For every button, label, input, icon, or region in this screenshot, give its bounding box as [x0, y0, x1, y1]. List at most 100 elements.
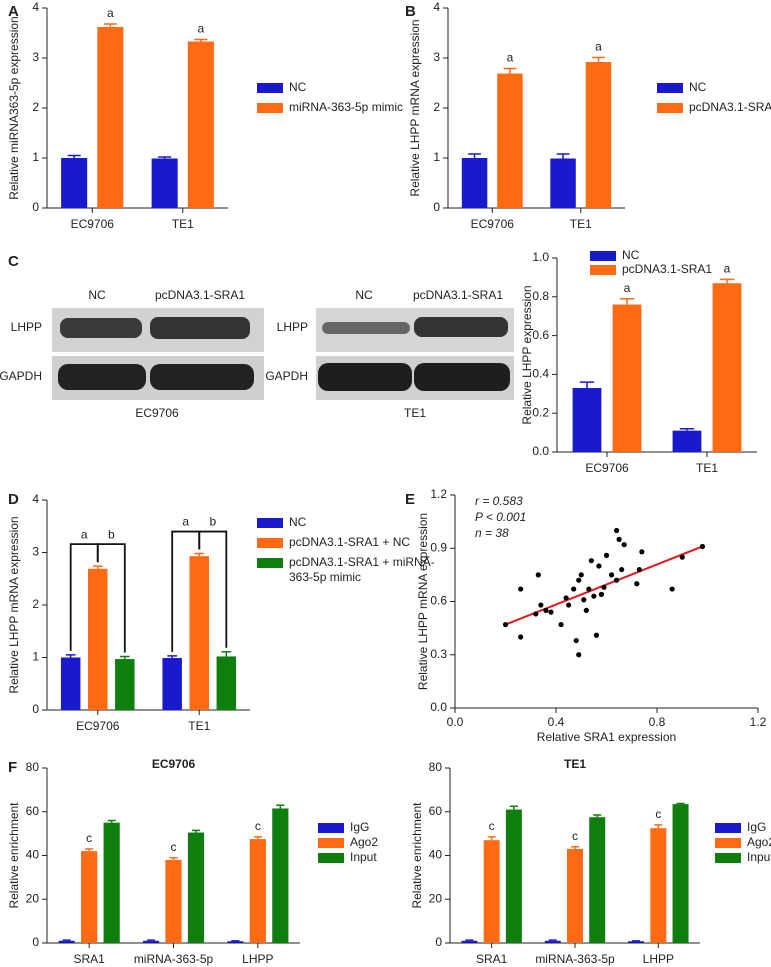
x-tick-label: SRA1 [476, 952, 508, 966]
error-bar [194, 38, 208, 42]
legend-label: NC [289, 515, 307, 529]
row-label: GAPDH [265, 369, 308, 383]
significance-label: a [624, 281, 631, 295]
error-bar [146, 939, 156, 941]
point [578, 572, 584, 578]
y-tick-label: 4 [32, 492, 39, 506]
error-bar [221, 650, 232, 657]
bar [650, 828, 667, 943]
legend-label: NC [689, 80, 707, 94]
point [616, 536, 622, 542]
blot-title: EC9706 [135, 406, 179, 420]
bar [58, 940, 75, 943]
lane-label: NC [88, 288, 106, 302]
row-label: GAPDH [0, 369, 42, 383]
point [634, 581, 640, 587]
error-bar [62, 939, 71, 941]
bar [550, 158, 576, 208]
bar [97, 27, 124, 208]
y-tick-label: 0.4 [532, 367, 549, 381]
legend-swatch [715, 853, 741, 863]
point [621, 542, 627, 548]
x-tick-label: EC9706 [71, 217, 115, 231]
error-bar [487, 836, 496, 841]
y-axis-label: Relative enrichment [7, 802, 21, 909]
legend-label: Ago2 [350, 835, 379, 849]
y-tick-label: 0 [32, 935, 39, 949]
stat-annotation: r = 0.583 [475, 494, 523, 508]
point [593, 632, 600, 638]
error-bar [548, 939, 557, 941]
legend-label: pcDNA3.1-SRA1 [622, 262, 713, 276]
y-tick-label: 80 [429, 760, 443, 774]
band [58, 364, 146, 390]
y-tick-label: 40 [26, 848, 40, 862]
error-bar [107, 819, 116, 823]
legend-swatch [318, 838, 344, 848]
point [535, 572, 541, 578]
error-bar [676, 802, 685, 805]
error-bar [103, 23, 117, 27]
bar [461, 940, 478, 943]
x-tick-label: EC9706 [585, 461, 629, 475]
y-axis-label: Relative LHPP mRNA expression [416, 513, 430, 690]
legend-label-box: IgG [747, 820, 766, 834]
point [533, 611, 539, 617]
bar [61, 158, 88, 208]
y-tick-label: 20 [26, 891, 40, 905]
bar [589, 817, 606, 943]
panel-letter: C [8, 253, 19, 270]
x-tick-label: 1.2 [750, 715, 767, 729]
y-tick-label: 0 [435, 935, 442, 949]
panel-letter: B [405, 3, 416, 20]
point [538, 602, 544, 608]
error-bar [593, 814, 602, 818]
panel-letter: D [8, 491, 19, 508]
bar [249, 839, 266, 943]
bar [585, 62, 612, 208]
x-axis-label: Relative SRA1 expression [537, 730, 676, 744]
legend-label-box: IgG [350, 820, 369, 834]
bracket [198, 530, 228, 648]
y-tick-label: 1 [32, 650, 39, 664]
bracket [96, 543, 126, 653]
point [699, 543, 706, 550]
legend-swatch [257, 558, 283, 568]
stat-annotation: P < 0.001 [475, 510, 526, 524]
y-tick-label: 0 [32, 200, 39, 214]
x-tick-label: miRNA-363-5p [134, 952, 214, 966]
point [591, 593, 597, 599]
point [543, 607, 549, 613]
legend-label: miRNA-363-5p mimic [289, 100, 404, 114]
significance-label: a [107, 6, 114, 20]
point [581, 597, 587, 603]
legend-label-box: NC [689, 80, 707, 94]
point [586, 586, 592, 592]
row-label: LHPP [11, 320, 42, 334]
legend-label-box: Ago2 [350, 835, 379, 849]
point [588, 558, 594, 564]
bar [81, 851, 98, 943]
error-bar [119, 655, 130, 660]
blot-title: TE1 [404, 406, 426, 420]
legend-label: Ago2 [747, 835, 771, 849]
legend-swatch [318, 823, 344, 833]
legend-label-box: NC [289, 515, 307, 529]
band [60, 318, 142, 338]
bar [162, 658, 182, 710]
bar [227, 941, 244, 943]
legend-label-box: Input [350, 850, 377, 864]
lane-label: pcDNA3.1-SRA1 [413, 288, 503, 302]
significance-label: c [171, 840, 177, 854]
bar [142, 940, 160, 943]
legend-label-box: pcDNA3.1-SRA1 + miRNA-363-5p mimic [289, 555, 435, 584]
point [679, 554, 685, 560]
point [558, 621, 564, 628]
legend-swatch [590, 251, 616, 261]
point [639, 549, 645, 555]
error-bar [654, 824, 663, 829]
significance-label: c [255, 819, 261, 833]
y-tick-label: 1 [433, 150, 440, 164]
point [636, 566, 642, 573]
legend-label: Input [350, 850, 377, 864]
